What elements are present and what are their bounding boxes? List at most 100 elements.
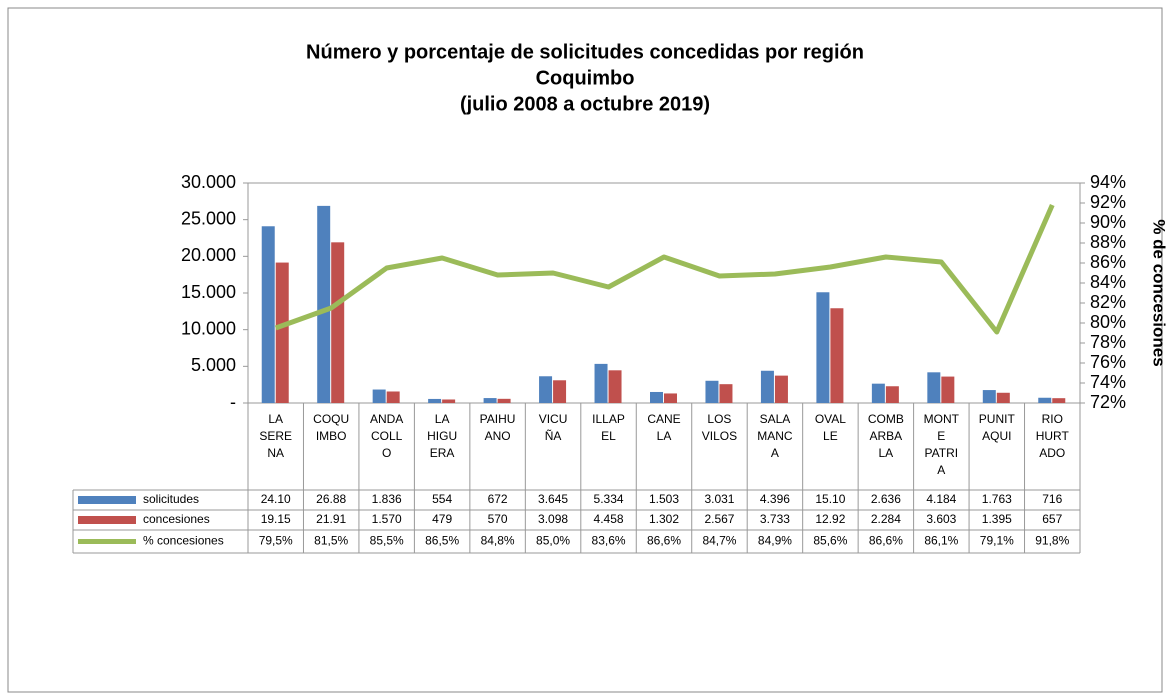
- category-cell: SALAMANCA: [757, 412, 792, 460]
- category-cell: PAIHUANO: [480, 412, 516, 443]
- data-label: 84,8%: [481, 534, 515, 548]
- y2-tick-label: 72%: [1090, 392, 1126, 412]
- x-tick-label: CANELA: [647, 412, 681, 443]
- x-tick-label: LA SERENA: [259, 412, 293, 460]
- bar: [871, 383, 885, 403]
- data-label: 1.763: [982, 492, 1012, 506]
- category-cell: ILLAPEL: [592, 412, 625, 443]
- x-tick-label: COQUIMBO: [313, 412, 350, 443]
- data-label: 3.031: [704, 492, 734, 506]
- line-series: [274, 203, 1055, 335]
- bar: [885, 386, 899, 403]
- legend-label: solicitudes: [143, 492, 199, 506]
- category-cell: ANDACOLLO: [370, 412, 403, 460]
- data-label: 79,1%: [980, 534, 1014, 548]
- data-label: 657: [1042, 512, 1062, 526]
- data-label: 3.733: [760, 512, 790, 526]
- y-tick-label: 15.000: [181, 282, 236, 302]
- bar: [553, 380, 567, 403]
- data-label: 3.603: [926, 512, 956, 526]
- category-cell: COMBARBALA: [867, 412, 904, 460]
- bar: [996, 392, 1010, 403]
- x-tick-label: RIO HURTADO: [1035, 412, 1069, 460]
- bar: [982, 390, 996, 403]
- data-label: 85,0%: [536, 534, 570, 548]
- data-label: 15.10: [815, 492, 845, 506]
- category-cell: COQUIMBO: [313, 412, 350, 443]
- y-tick-label: 5.000: [191, 355, 236, 375]
- data-label: 86,6%: [647, 534, 681, 548]
- bar: [705, 380, 719, 403]
- x-tick-label: ILLAPEL: [592, 412, 625, 443]
- y2-tick-label: 82%: [1090, 292, 1126, 312]
- bar: [927, 372, 941, 403]
- category-cell: CANELA: [647, 412, 681, 443]
- bar: [497, 398, 511, 403]
- legend-label: concesiones: [143, 512, 210, 526]
- data-label: 2.567: [704, 512, 734, 526]
- bar: [483, 398, 497, 403]
- data-label: 3.098: [538, 512, 568, 526]
- chart-title: Número y porcentaje de solicitudes conce…: [306, 41, 864, 63]
- y2-tick-label: 76%: [1090, 352, 1126, 372]
- x-tick-label: COMBARBALA: [867, 412, 904, 460]
- bar: [816, 292, 830, 403]
- data-label: 1.395: [982, 512, 1012, 526]
- data-label: 4.184: [926, 492, 956, 506]
- bar: [664, 393, 677, 403]
- bar: [428, 398, 442, 403]
- data-label: 1.836: [372, 492, 402, 506]
- bar: [1052, 398, 1066, 403]
- data-label: 24.10: [261, 492, 291, 506]
- bar: [941, 376, 955, 403]
- y2-tick-label: 94%: [1090, 172, 1126, 192]
- data-label: 716: [1042, 492, 1062, 506]
- x-tick-label: PUNITAQUI: [978, 412, 1015, 443]
- category-cell: LA SERENA: [259, 412, 293, 460]
- category-cell: LA HIGUERA: [427, 412, 458, 460]
- y-tick-label: 30.000: [181, 172, 236, 192]
- y2-axis-label: % de concesiones: [1150, 219, 1169, 366]
- category-cell: PUNITAQUI: [978, 412, 1015, 443]
- y2-tick-label: 86%: [1090, 252, 1126, 272]
- legend-label: % concesiones: [143, 534, 224, 548]
- data-label: 479: [432, 512, 452, 526]
- bar: [774, 375, 788, 403]
- y-tick-label: 10.000: [181, 318, 236, 338]
- data-label: 1.503: [649, 492, 679, 506]
- data-label: 81,5%: [314, 534, 348, 548]
- y2-tick-label: 78%: [1090, 332, 1126, 352]
- y2-tick-label: 92%: [1090, 192, 1126, 212]
- data-label: 2.284: [871, 512, 901, 526]
- y-tick-label: 20.000: [181, 245, 236, 265]
- bar: [372, 389, 386, 403]
- bar: [1038, 397, 1052, 403]
- chart-title: Coquimbo: [536, 67, 635, 89]
- data-label: 1.302: [649, 512, 679, 526]
- y2-tick-label: 74%: [1090, 372, 1126, 392]
- data-label: 12.92: [815, 512, 845, 526]
- data-label: 79,5%: [259, 534, 293, 548]
- bar: [650, 391, 663, 403]
- bar: [594, 363, 608, 403]
- y2-tick-label: 84%: [1090, 272, 1126, 292]
- bar: [539, 376, 553, 403]
- legend-key: [78, 516, 136, 524]
- x-tick-label: LA HIGUERA: [427, 412, 458, 460]
- bar: [760, 370, 774, 403]
- data-label: 86,1%: [924, 534, 958, 548]
- data-label: 91,8%: [1035, 534, 1069, 548]
- data-label: 21.91: [316, 512, 346, 526]
- y2-tick-label: 88%: [1090, 232, 1126, 252]
- bar: [719, 384, 733, 403]
- data-label: 554: [432, 492, 452, 506]
- chart-title: (julio 2008 a octubre 2019): [460, 93, 710, 115]
- category-cell: RIO HURTADO: [1035, 412, 1069, 460]
- x-tick-label: MONTE PATRIA: [923, 412, 959, 477]
- bar: [331, 242, 345, 403]
- data-label: 5.334: [594, 492, 624, 506]
- category-cell: VICUÑA: [539, 412, 568, 443]
- y2-tick-label: 80%: [1090, 312, 1126, 332]
- category-cell: MONTE PATRIA: [923, 412, 959, 477]
- data-label: 4.458: [594, 512, 624, 526]
